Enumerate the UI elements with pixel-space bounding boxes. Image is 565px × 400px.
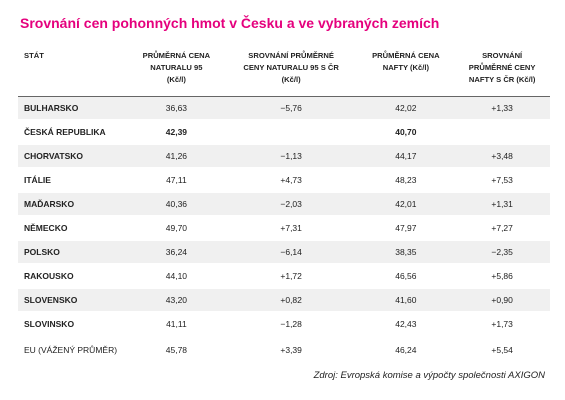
table-row: SLOVINSKO 41,11 −1,28 42,43 +1,73 — [18, 312, 550, 337]
table-row: POLSKO 36,24 −6,14 38,35 −2,35 — [18, 240, 550, 265]
table-row: MAĎARSKO 40,36 −2,03 42,01 +1,31 — [18, 192, 550, 217]
header-line: (Kč/l) — [166, 75, 186, 84]
title: Srovnání cen pohonných hmot v Česku a ve… — [20, 15, 440, 31]
header-cell: PRŮMĚRNÁ CENA NATURALU 95 (Kč/l) — [128, 50, 225, 97]
value-cell: −5,76 — [224, 96, 358, 121]
header-row: STÁT PRŮMĚRNÁ CENA NATURALU 95 (Kč/l) SROVNÁ… — [18, 50, 550, 97]
header-line: PRŮMĚRNÉ CENY — [468, 63, 536, 72]
value-cell: 46,24 — [357, 335, 455, 365]
header-line: NATURALU 95 — [150, 63, 203, 72]
value-cell: +5,54 — [454, 335, 550, 365]
value-cell: −2,35 — [454, 240, 550, 265]
table-row: ČESKÁ REPUBLIKA 42,39 40,70 — [18, 120, 550, 145]
value-cell: +7,27 — [454, 216, 550, 241]
value-cell: +1,73 — [454, 312, 550, 337]
value-cell: 45,78 — [128, 335, 225, 365]
header-cell: SROVNÁNÍ PRŮMĚRNÉ CENY NAFTY S ČR (Kč/l) — [454, 50, 550, 97]
table-row: BULHARSKO 36,63 −5,76 42,02 +1,33 — [18, 96, 550, 121]
country-cell: SLOVENSKO — [18, 288, 128, 313]
country-cell: MAĎARSKO — [18, 192, 128, 217]
value-cell — [454, 120, 550, 145]
value-cell: +7,31 — [224, 216, 358, 241]
table-row: NĚMECKO 49,70 +7,31 47,97 +7,27 — [18, 216, 550, 241]
value-cell: 46,56 — [357, 264, 455, 289]
value-cell: +1,31 — [454, 192, 550, 217]
value-cell: +1,72 — [224, 264, 358, 289]
table-row: ITÁLIE 47,11 +4,73 48,23 +7,53 — [18, 168, 550, 193]
header-cell: PRŮMĚRNÁ CENA NAFTY (Kč/l) — [357, 50, 455, 97]
value-cell: 42,01 — [357, 192, 455, 217]
value-cell — [224, 120, 358, 145]
header-line: SROVNÁNÍ PRŮMĚRNÉ — [248, 51, 334, 60]
value-cell: 44,17 — [357, 144, 455, 169]
header-line: CENY NATURALU 95 S ČR — [243, 63, 339, 72]
header-line: PRŮMĚRNÁ CENA — [372, 51, 440, 60]
value-cell: 49,70 — [128, 216, 225, 241]
header-cell: STÁT — [18, 50, 128, 97]
header-line: SROVNÁNÍ — [482, 51, 523, 60]
table-row: CHORVATSKO 41,26 −1,13 44,17 +3,48 — [18, 144, 550, 169]
country-cell: RAKOUSKO — [18, 264, 128, 289]
country-cell: ČESKÁ REPUBLIKA — [18, 120, 128, 145]
country-cell: SLOVINSKO — [18, 312, 128, 337]
value-cell: +5,86 — [454, 264, 550, 289]
source: Zdroj: Evropská komise a výpočty společn… — [313, 370, 545, 381]
header-line: STÁT — [24, 51, 44, 60]
value-cell: 41,26 — [128, 144, 225, 169]
value-cell: 47,11 — [128, 168, 225, 193]
value-cell: +7,53 — [454, 168, 550, 193]
country-cell: ITÁLIE — [18, 168, 128, 193]
country-cell: CHORVATSKO — [18, 144, 128, 169]
value-cell: +0,82 — [224, 288, 358, 313]
table-row: SLOVENSKO 43,20 +0,82 41,60 +0,90 — [18, 288, 550, 313]
country-cell: EU (VÁŽENÝ PRŮMĚR) — [18, 335, 128, 365]
value-cell: +3,48 — [454, 144, 550, 169]
value-cell: 40,70 — [357, 120, 455, 145]
value-cell: +0,90 — [454, 288, 550, 313]
value-cell: 48,23 — [357, 168, 455, 193]
value-cell: 42,39 — [128, 120, 225, 145]
table-row: EU (VÁŽENÝ PRŮMĚR) 45,78 +3,39 46,24 +5,54 — [18, 335, 550, 365]
header-line: PRŮMĚRNÁ CENA — [142, 51, 211, 60]
table-row: RAKOUSKO 44,10 +1,72 46,56 +5,86 — [18, 264, 550, 289]
value-cell: −2,03 — [224, 192, 358, 217]
value-cell: +3,39 — [224, 335, 358, 365]
header-line: NAFTY (Kč/l) — [382, 63, 429, 72]
country-cell: POLSKO — [18, 240, 128, 265]
value-cell: 38,35 — [357, 240, 455, 265]
value-cell: 40,36 — [128, 192, 225, 217]
fuel-table: STÁT PRŮMĚRNÁ CENA NATURALU 95 (Kč/l) SROVNÁ… — [18, 50, 550, 365]
header-cell: SROVNÁNÍ PRŮMĚRNÉ CENY NATURALU 95 S ČR (K… — [224, 50, 358, 97]
header-line: (Kč/l) — [281, 75, 301, 84]
value-cell: 36,24 — [128, 240, 225, 265]
value-cell: −1,28 — [224, 312, 358, 337]
value-cell: 42,43 — [357, 312, 455, 337]
value-cell: 47,97 — [357, 216, 455, 241]
header-line: NAFTY S ČR (Kč/l) — [468, 75, 536, 84]
value-cell: +4,73 — [224, 168, 358, 193]
value-cell: 41,11 — [128, 312, 225, 337]
value-cell: −6,14 — [224, 240, 358, 265]
country-cell: NĚMECKO — [18, 216, 128, 241]
value-cell: +1,33 — [454, 96, 550, 121]
value-cell: 41,60 — [357, 288, 455, 313]
value-cell: 36,63 — [128, 96, 225, 121]
value-cell: 44,10 — [128, 264, 225, 289]
value-cell: 43,20 — [128, 288, 225, 313]
value-cell: −1,13 — [224, 144, 358, 169]
country-cell: BULHARSKO — [18, 96, 128, 121]
value-cell: 42,02 — [357, 96, 455, 121]
